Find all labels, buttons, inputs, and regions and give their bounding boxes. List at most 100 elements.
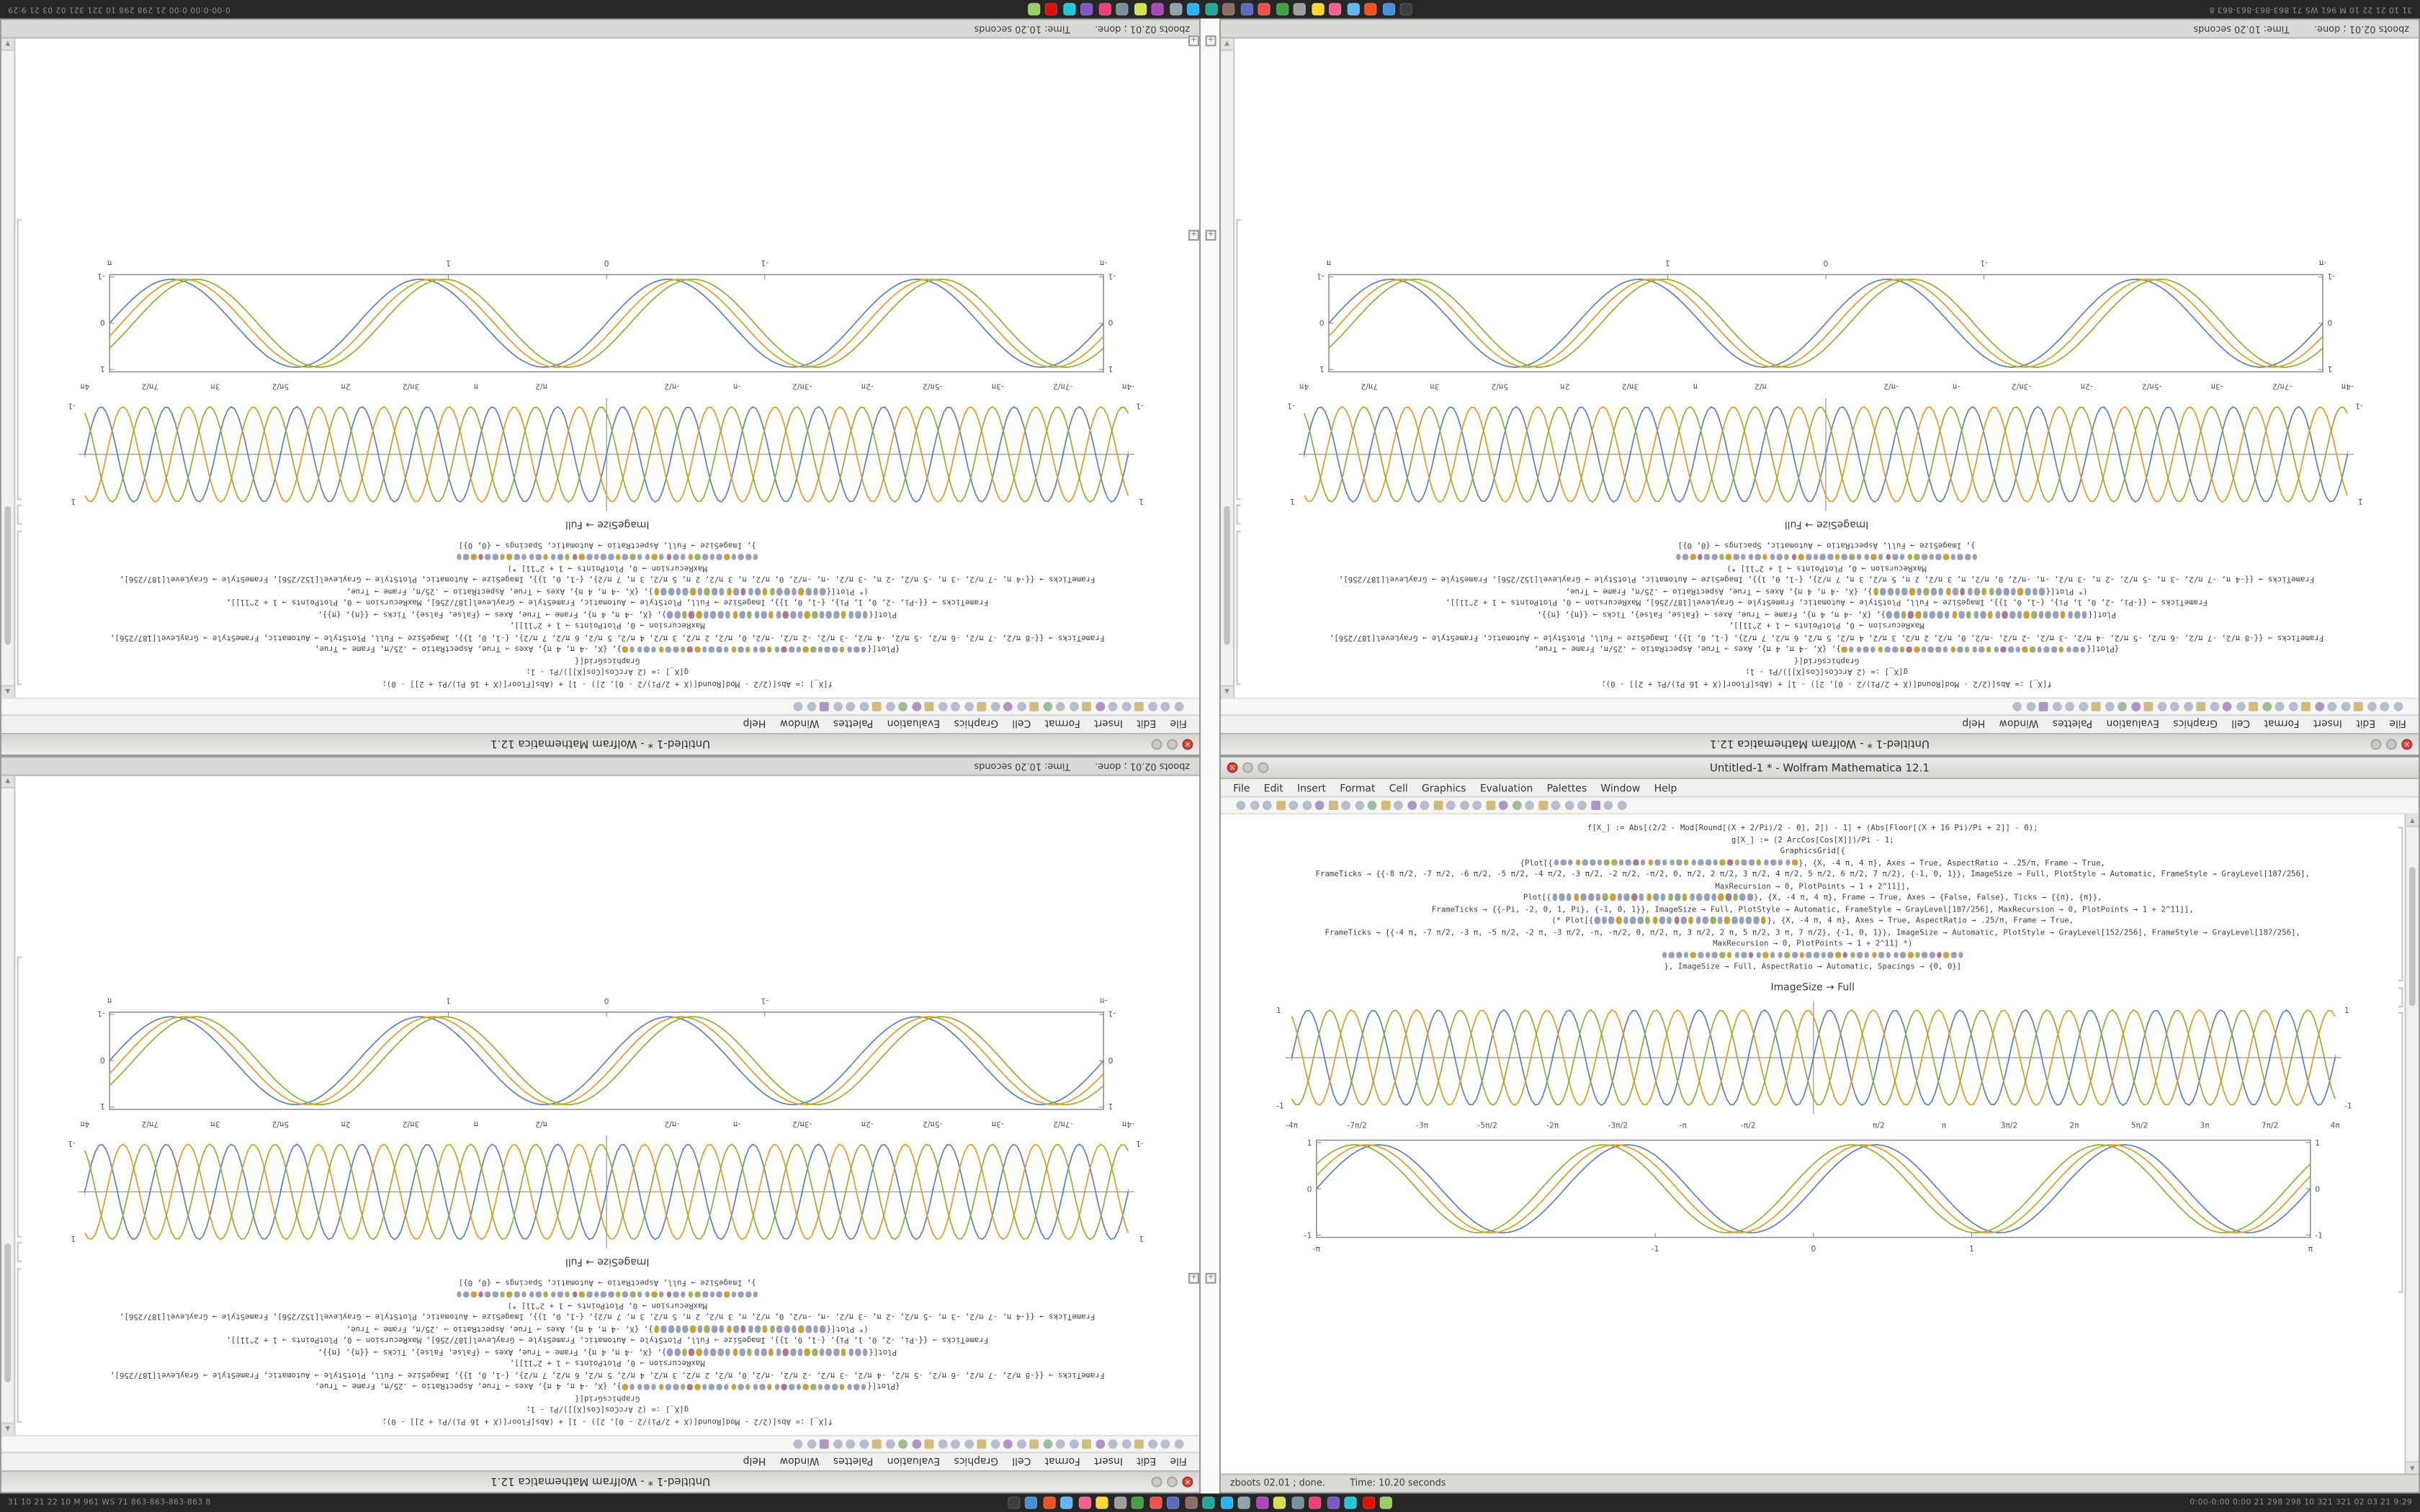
menu-item-insert[interactable]: Insert [1297,781,1327,794]
palette-icon[interactable] [1577,801,1587,810]
close-button[interactable]: × [1182,1476,1193,1488]
numbering-icon[interactable] [925,1439,935,1449]
align-right-icon[interactable] [2157,701,2167,711]
music-icon[interactable] [1329,3,1342,16]
cell-text-icon[interactable] [1030,701,1040,711]
palette-icon[interactable] [833,701,843,711]
subscript-icon[interactable] [990,701,1000,711]
zoom-out-icon[interactable] [872,701,882,711]
open-icon[interactable] [1249,801,1259,810]
comment-icon[interactable] [807,701,817,711]
copy-icon[interactable] [1108,701,1119,711]
menu-item-graphics[interactable]: Graphics [954,1455,998,1468]
title-bar[interactable]: × Untitled-1 * - Wolfram Mathematica 12.… [1221,732,2419,755]
games-icon[interactable] [1080,3,1093,16]
abort-evaluation-icon[interactable] [846,701,856,711]
new-icon[interactable] [2393,701,2403,711]
code-line[interactable]: MaxRecursion → 0, PlotPoints → 1 + 2^11]… [45,618,1170,631]
code-line[interactable]: g[X_] := (2 ArcCos[Cos[X]])/Pi - 1; [1250,835,2375,847]
notebook-cells-area[interactable]: f[X_] := Abs[(2/2 - Mod[Round[(X + 2/Pi)… [1221,814,2405,1473]
insert-graphic-icon[interactable] [899,701,909,711]
menu-item-graphics[interactable]: Graphics [1422,781,1466,794]
numbering-icon[interactable] [2144,701,2154,711]
menu-item-file[interactable]: File [2389,718,2406,731]
menu-item-evaluation[interactable]: Evaluation [1479,781,1533,794]
save-icon[interactable] [1148,1439,1158,1449]
abort-evaluation-icon[interactable] [1564,801,1574,810]
menu-item-edit[interactable]: Edit [1263,781,1283,794]
scrollbar[interactable]: ▲ ▼ [1,38,16,698]
terminal-icon[interactable] [1399,3,1412,16]
options-icon[interactable] [794,1439,804,1449]
align-right-icon[interactable] [938,1439,948,1449]
align-left-icon[interactable] [964,701,974,711]
scrollbar[interactable]: ▲ ▼ [1221,38,1235,698]
code-line[interactable]: Plot[{}, {X, -4 π, 4 π}, Frame → True, A… [1264,607,2388,618]
browser-icon[interactable] [1364,3,1377,16]
code-icon[interactable] [1203,1496,1216,1509]
maximize-button[interactable] [1151,1476,1162,1488]
paste-icon[interactable] [1095,701,1106,711]
zoom-out-icon[interactable] [1538,801,1548,810]
menu-item-palettes[interactable]: Palettes [2052,718,2093,731]
italic-icon[interactable] [1003,1439,1013,1449]
scroll-down-button[interactable]: ▼ [1221,38,1234,51]
cell-bracket[interactable] [1236,219,1241,500]
open-icon[interactable] [1161,1439,1171,1449]
insert-table-icon[interactable] [2131,701,2141,711]
options-icon[interactable] [1616,801,1626,810]
axes-plot-graphic[interactable]: -4π -7π/2 -3π -5π/2 -2π -3π/2 -π -π/2 π/2 π 3π/2 2π… [49,382,1166,514]
align-center-icon[interactable] [951,1439,961,1449]
scroll-down-button[interactable]: ▼ [1,775,14,788]
menu-item-graphics[interactable]: Graphics [954,718,998,731]
redo-icon[interactable] [1341,801,1350,810]
close-button[interactable]: × [1182,739,1193,750]
redo-icon[interactable] [2288,701,2298,711]
print-icon[interactable] [1135,701,1144,711]
code-line[interactable]: }, ImageSize → Full, AspectRatio → Autom… [1264,538,2388,549]
subscript-icon[interactable] [2210,701,2220,711]
new-icon[interactable] [1236,801,1246,810]
menu-item-cell[interactable]: Cell [1012,1455,1031,1468]
undo-icon[interactable] [2302,701,2311,711]
notes-icon[interactable] [1273,1496,1287,1509]
menu-item-format[interactable]: Format [1044,718,1080,731]
cloud-icon[interactable] [1116,3,1129,16]
magnifier-widget[interactable]: + [1188,230,1199,241]
menu-item-edit[interactable]: Edit [2356,718,2376,731]
settings-icon[interactable] [1169,3,1182,16]
code-line[interactable]: {Plot[{}, {X, -4 π, 4 π}, Axes → True, A… [1250,859,2375,870]
code-line[interactable]: MaxRecursion → 0, PlotPoints → 1 + 2^11]… [1250,882,2375,894]
code-line[interactable]: f[X_] := Abs[(2/2 - Mod[Round[(X + 2/Pi)… [1250,824,2375,835]
code-line[interactable]: }, ImageSize → Full, AspectRatio → Autom… [1250,963,2375,974]
new-icon[interactable] [1174,701,1184,711]
mail-icon[interactable] [1346,3,1359,16]
zoom-out-icon[interactable] [872,1439,882,1449]
menu-item-file[interactable]: File [1170,718,1187,731]
redo-icon[interactable] [1070,701,1079,711]
code-line[interactable]: GraphicsGrid[{ [1250,847,2375,858]
cut-icon[interactable] [1289,801,1299,810]
bold-icon[interactable] [2236,701,2246,711]
print-icon[interactable] [1135,1439,1144,1449]
new-icon[interactable] [1174,1439,1184,1449]
code-line[interactable]: MaxRecursion → 0, PlotPoints → 1 + 2^11]… [45,561,1170,572]
align-right-icon[interactable] [1472,801,1482,810]
cell-bracket[interactable] [17,531,22,685]
notebook-cells-area[interactable]: f[X_] := Abs[(2/2 - Mod[Round[(X + 2/Pi)… [15,776,1199,1435]
close-button[interactable]: × [1227,762,1238,773]
menu-item-format[interactable]: Format [1044,1455,1080,1468]
mail-icon[interactable] [1061,1496,1074,1509]
code-line[interactable]: GraphicsGrid[{ [45,654,1170,665]
code-line[interactable]: f[X_] := Abs[(2/2 - Mod[Round[(X + 2/Pi)… [1264,677,2388,688]
copy-icon[interactable] [1108,1439,1119,1449]
menu-item-help[interactable]: Help [743,1455,766,1468]
scroll-thumb[interactable] [1224,505,1231,645]
notebook-cells-area[interactable]: f[X_] := Abs[(2/2 - Mod[Round[(X + 2/Pi)… [1234,39,2419,698]
cell-bracket[interactable] [2398,827,2403,981]
bold-icon[interactable] [1017,701,1026,711]
help-viewer-icon[interactable] [1380,1496,1393,1509]
zoom-in-icon[interactable] [886,1439,895,1449]
menu-item-help[interactable]: Help [743,718,766,731]
